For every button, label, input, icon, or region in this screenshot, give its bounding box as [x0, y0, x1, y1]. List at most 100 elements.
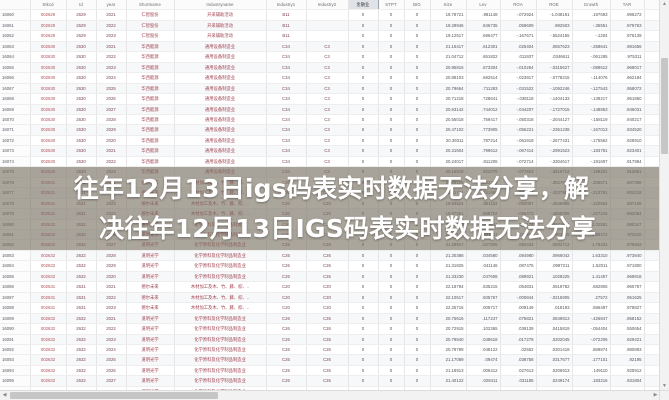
table-row[interactable]: 16070 002630 2630 2028 华西能源 通用设备制造业 C34 C3 0 0 0 20…: [0, 114, 660, 126]
cell-big[interactable]: 0: [404, 177, 431, 189]
cell-roa[interactable]: .059609: [500, 20, 537, 32]
cell-stpt[interactable]: 0: [378, 198, 405, 210]
cell-id[interactable]: 2631: [66, 292, 97, 304]
cell-stkcd[interactable]: 002632: [30, 375, 67, 387]
cell-tar[interactable]: .981656: [610, 41, 645, 53]
cell-finance[interactable]: 0: [347, 208, 379, 220]
cell-id[interactable]: 2632: [66, 344, 97, 356]
cell-roe[interactable]: .1028225: [536, 271, 573, 283]
cell-cr[interactable]: 1.133415: [644, 114, 660, 126]
cell-shortname[interactable]: 道明光学: [126, 250, 175, 262]
cell-size[interactable]: 19.94524: [430, 198, 467, 210]
cell-finance[interactable]: 0: [347, 156, 379, 168]
cell-size[interactable]: 20.31604: [430, 145, 467, 157]
column-header-industryname[interactable]: Industryname: [174, 0, 267, 11]
cell-stpt[interactable]: 0: [378, 375, 405, 387]
cell-industry2[interactable]: C20: [306, 208, 349, 220]
cell-growth[interactable]: -.139217: [572, 93, 611, 105]
cell-industry1[interactable]: C26: [266, 344, 307, 356]
cell-year[interactable]: 2021: [96, 145, 127, 157]
cell-roe[interactable]: -.4855089: [536, 208, 573, 220]
cell-industry2[interactable]: C26: [306, 239, 349, 251]
cell-stpt[interactable]: 0: [378, 365, 405, 377]
cell-roe[interactable]: -.0215905: [536, 292, 573, 304]
cell-id[interactable]: 2629: [66, 9, 97, 21]
column-header-year[interactable]: year: [96, 0, 127, 11]
table-row[interactable]: 16092 002632 2632 2024 道明光学 化学原料及化学制品制造业 C26 C2…: [0, 344, 660, 356]
cell-idx[interactable]: 16065: [0, 62, 31, 74]
cell-id[interactable]: 2630: [66, 166, 97, 178]
cell-year[interactable]: 2020: [96, 271, 127, 283]
cell-big[interactable]: 0: [404, 104, 431, 116]
cell-tar[interactable]: .902218: [610, 187, 645, 199]
cell-industryname[interactable]: 化学原料及化学制品制造业: [174, 271, 267, 283]
cell-roa[interactable]: -.167671: [500, 30, 537, 42]
column-header-idx[interactable]: [0, 0, 31, 11]
cell-big[interactable]: 0: [404, 229, 431, 241]
cell-big[interactable]: 0: [404, 239, 431, 251]
cell-stpt[interactable]: 0: [378, 334, 405, 345]
cell-industry2[interactable]: C3: [306, 145, 349, 157]
cell-size[interactable]: 21.27410: [430, 229, 467, 241]
cell-growth[interactable]: -.35551: [572, 20, 611, 32]
cell-big[interactable]: 0: [404, 62, 431, 74]
cell-year[interactable]: 2022: [96, 323, 127, 335]
cell-industryname[interactable]: 木材加工及木、竹、藤、棕、..: [174, 302, 267, 314]
cell-finance[interactable]: 0: [347, 365, 379, 377]
scroll-down-icon[interactable]: ▼: [660, 382, 669, 391]
cell-shortname[interactable]: 华西能源: [126, 93, 175, 105]
cell-industry2[interactable]: C26: [306, 260, 349, 272]
cell-shortname[interactable]: 道明光学: [126, 365, 175, 377]
cell-stpt[interactable]: 0: [378, 344, 405, 356]
cell-id[interactable]: 2630: [66, 72, 97, 84]
cell-industryname[interactable]: 化学原料及化学制品制造业: [174, 239, 267, 251]
cell-finance[interactable]: 0: [347, 271, 379, 283]
cell-cr[interactable]: 0.997708: [644, 198, 660, 210]
cell-stkcd[interactable]: 002631: [30, 208, 67, 220]
cell-big[interactable]: 0: [404, 51, 431, 63]
cell-industry1[interactable]: C20: [266, 292, 307, 304]
cell-industryname[interactable]: 通用设备制造业: [174, 83, 267, 95]
cell-stpt[interactable]: 0: [378, 104, 405, 116]
cell-roa[interactable]: -.044207: [500, 104, 537, 116]
cell-year[interactable]: 2023: [96, 166, 127, 178]
cell-lev[interactable]: .048618: [466, 334, 501, 345]
cell-growth[interactable]: -.199321: [572, 166, 611, 178]
table-row[interactable]: 1609600263226322028道明光学化学原料及化学制品制造业C26C2…: [0, 386, 660, 390]
cell-industry1[interactable]: C26: [266, 323, 307, 335]
cell-roa[interactable]: -.072924: [500, 9, 537, 21]
cell-roa[interactable]: -.050318: [500, 114, 537, 126]
cell-id[interactable]: 2630: [66, 145, 97, 157]
cell-roe[interactable]: -.1404133: [536, 93, 573, 105]
cell-industry1[interactable]: B11: [266, 30, 307, 42]
table-row[interactable]: 16076 002631 2631 2021 德尔未来 木材加工及木、竹、藤、棕、.. C2…: [0, 177, 660, 189]
table-row[interactable]: 16083 002632 2632 2028 道明光学 化学原料及化学制品制造业 C26 C2…: [0, 250, 660, 262]
horizontal-scrollbar[interactable]: ◀ ▶: [0, 390, 660, 400]
cell-industryname[interactable]: 通用设备制造业: [174, 156, 267, 168]
cell-size[interactable]: 21.04712: [430, 51, 467, 63]
cell-industry2[interactable]: C20: [306, 281, 349, 293]
cell-tar[interactable]: .975311: [610, 51, 645, 63]
vertical-scrollbar[interactable]: ▲ ▼: [659, 0, 669, 391]
cell-stpt[interactable]: 0: [378, 313, 405, 325]
cell-shortname[interactable]: 德尔未来: [126, 187, 175, 199]
cell-roa[interactable]: -.023917: [500, 72, 537, 84]
data-grid-viewport[interactable]: Stkcd Id year Shortname Industryname Industry…: [0, 0, 660, 390]
cell-idx[interactable]: 16087: [0, 292, 31, 304]
cell-tar[interactable]: .958152: [610, 313, 645, 325]
cell-idx[interactable]: 16067: [0, 83, 31, 95]
cell-size[interactable]: 20.78799: [430, 344, 467, 356]
cell-cr[interactable]: 4.752614: [644, 250, 660, 262]
cell-stpt[interactable]: 0: [378, 354, 405, 366]
cell-year[interactable]: 2028: [96, 250, 127, 262]
cell-finance[interactable]: 0: [347, 177, 379, 189]
cell-big[interactable]: 0: [404, 354, 431, 366]
cell-industry1[interactable]: C20: [266, 208, 307, 220]
cell-roa[interactable]: .034912: [500, 386, 537, 390]
cell-big[interactable]: 0: [404, 187, 431, 199]
cell-big[interactable]: 0: [404, 219, 431, 230]
cell-idx[interactable]: 16075: [0, 166, 31, 178]
cell-size[interactable]: 20.71218: [430, 93, 467, 105]
cell-cr[interactable]: 1.042451: [644, 166, 660, 178]
cell-industry2[interactable]: C3: [306, 156, 349, 168]
